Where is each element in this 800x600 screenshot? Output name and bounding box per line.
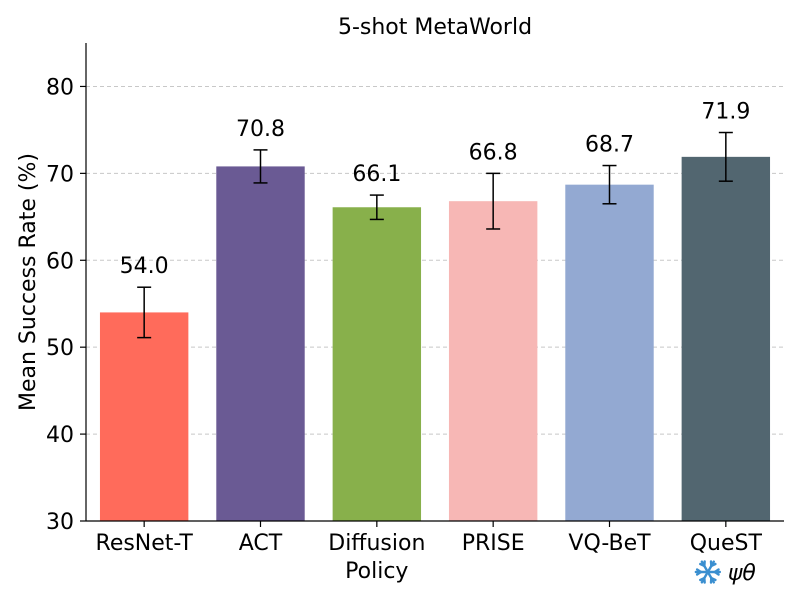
y-axis-label: Mean Success Rate (%) <box>16 153 41 411</box>
axes <box>80 43 784 527</box>
bar <box>216 166 305 522</box>
data-label: 54.0 <box>120 254 169 279</box>
snowflake-branch <box>695 570 703 576</box>
snowflake-branch <box>710 576 717 582</box>
annotation-text: ψθ <box>728 561 757 586</box>
annotation: ψθ <box>694 560 757 586</box>
data-label: 66.8 <box>469 140 518 165</box>
y-tick-label: 30 <box>46 510 74 535</box>
data-label: 70.8 <box>236 117 285 142</box>
x-tick-label: ResNet-T <box>96 531 194 556</box>
data-labels: 54.0 70.8 66.1 66.8 68.7 71.9 <box>120 100 751 280</box>
y-tick-label: 70 <box>46 162 74 187</box>
x-tick-label: ACT <box>239 531 283 556</box>
bar <box>99 312 189 521</box>
chart-title: 5-shot MetaWorld <box>338 15 532 40</box>
bars <box>99 156 771 522</box>
y-tick-label: 50 <box>46 336 74 361</box>
y-tick-label: 80 <box>46 75 74 100</box>
snowflake-icon <box>694 560 722 584</box>
x-tick-label: Diffusion <box>328 531 425 556</box>
data-label: 68.7 <box>585 133 634 158</box>
y-tick-label: 60 <box>46 249 74 274</box>
x-tick-label: PRISE <box>462 531 525 556</box>
x-tick-labels: ResNet-T ACT Diffusion Policy PRISE VQ-BeT Que… <box>96 531 763 584</box>
data-label: 66.1 <box>352 162 401 187</box>
bar <box>332 207 422 521</box>
x-tick-label: VQ-BeT <box>568 531 651 556</box>
x-tick-label: QueST <box>690 531 763 556</box>
x-tick-label: Policy <box>345 559 408 584</box>
bar <box>448 201 538 521</box>
y-tick-label: 40 <box>46 423 74 448</box>
snowflake-branch <box>713 568 720 574</box>
y-tick-labels: 30 40 50 60 70 80 <box>46 75 74 535</box>
bar <box>565 184 654 522</box>
snowflake-branch <box>699 562 706 568</box>
grid-lines <box>86 85 784 435</box>
error-bars <box>137 131 733 339</box>
data-label: 71.9 <box>701 100 750 125</box>
bar <box>681 156 771 522</box>
